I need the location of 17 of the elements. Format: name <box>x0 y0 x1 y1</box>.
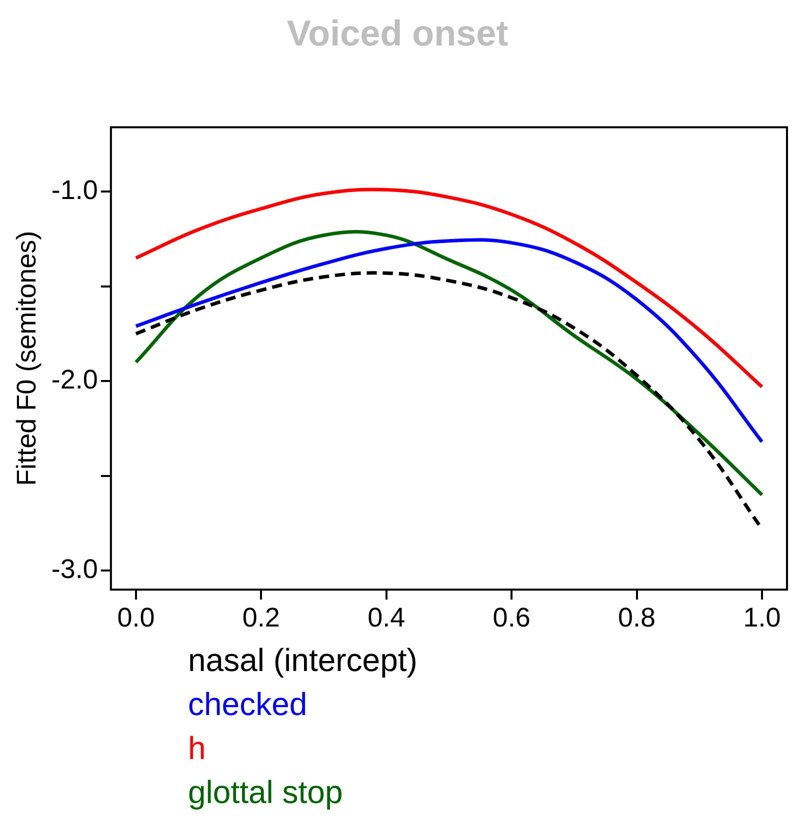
x-tick-label: 1.0 <box>743 602 781 632</box>
text: glottal stop <box>188 773 343 812</box>
x-tick-label: 0.2 <box>242 602 280 632</box>
line-series <box>134 238 764 444</box>
text: checked <box>188 685 308 724</box>
y-tick-label: -1.0 <box>51 175 98 206</box>
text: h <box>188 729 206 768</box>
y-tick-label: -2.0 <box>51 364 98 395</box>
text: nasal (intercept) <box>188 641 418 680</box>
y-axis-title: Fitted F0 (semitones) <box>12 230 42 486</box>
x-tick-label: 0.6 <box>492 602 530 632</box>
line-series <box>134 188 764 389</box>
x-tick-label: 0.4 <box>368 602 406 632</box>
y-tick-label: -3.0 <box>51 554 98 584</box>
x-tick-label: 0.0 <box>117 602 155 632</box>
x-tick-label: 0.8 <box>618 602 656 632</box>
chart-title: Voiced onset <box>286 12 508 54</box>
